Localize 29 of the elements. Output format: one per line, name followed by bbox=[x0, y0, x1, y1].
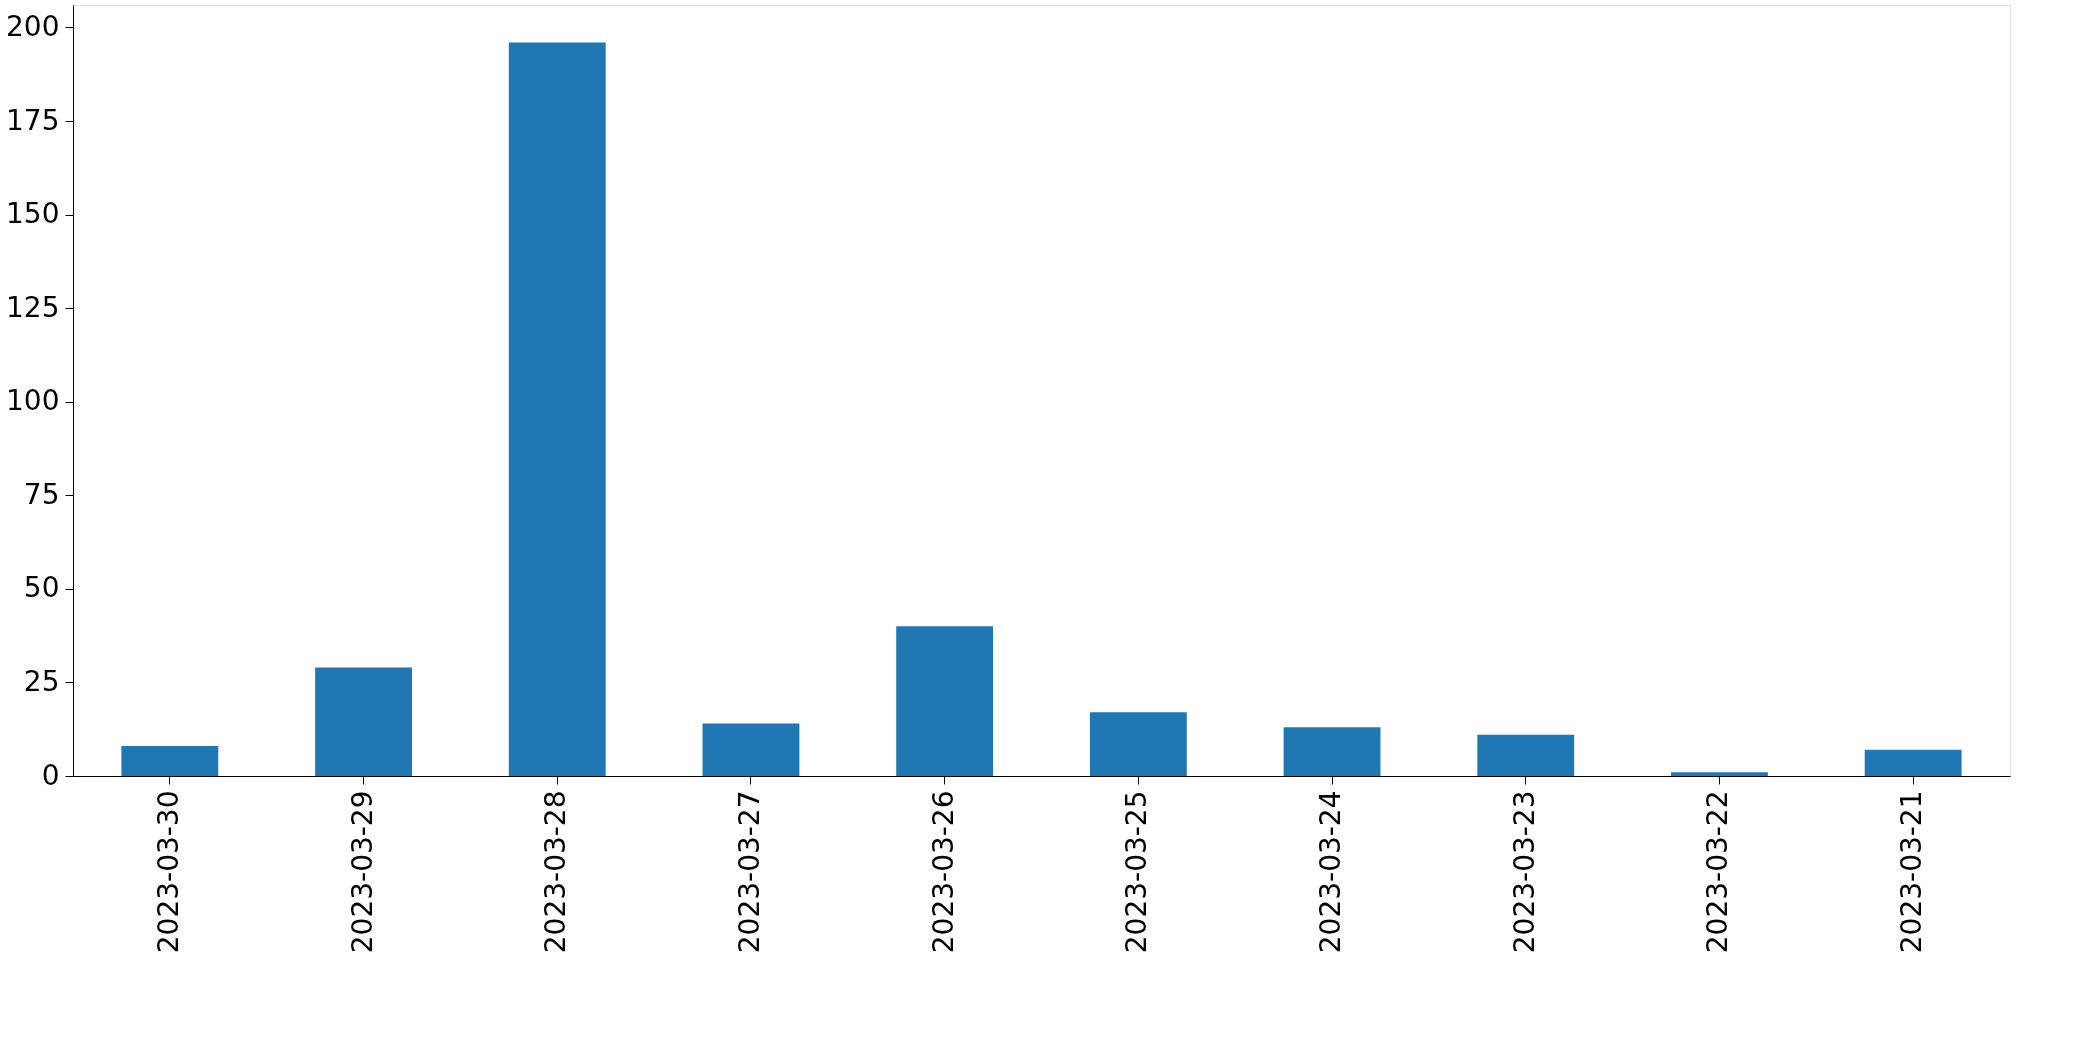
y-tick-label: 100 bbox=[6, 384, 60, 418]
y-tick-label: 75 bbox=[23, 477, 60, 511]
y-tick-label: 125 bbox=[6, 290, 60, 324]
x-tick-label: 2023-03-26 bbox=[926, 790, 960, 954]
y-tick-label: 50 bbox=[23, 571, 60, 605]
bar bbox=[315, 667, 412, 776]
bar bbox=[1283, 727, 1381, 776]
x-tick-label: 2023-03-29 bbox=[345, 790, 379, 954]
bar bbox=[702, 723, 800, 776]
bar bbox=[896, 626, 994, 776]
x-tick-label: 2023-03-28 bbox=[539, 790, 573, 954]
y-tick-label: 200 bbox=[6, 9, 60, 43]
y-tick-label: 0 bbox=[41, 758, 60, 792]
x-tick-label: 2023-03-21 bbox=[1895, 790, 1929, 954]
x-tick-label: 2023-03-30 bbox=[151, 790, 185, 954]
y-tick-label: 175 bbox=[6, 103, 60, 137]
x-tick-label: 2023-03-27 bbox=[732, 790, 766, 954]
x-tick-label: 2023-03-25 bbox=[1120, 790, 1154, 954]
y-tick-label: 25 bbox=[23, 664, 60, 698]
x-tick-label: 2023-03-24 bbox=[1314, 790, 1348, 954]
bar bbox=[1089, 712, 1187, 776]
y-tick-label: 150 bbox=[6, 197, 60, 231]
bar bbox=[1864, 749, 1962, 776]
x-tick-label: 2023-03-22 bbox=[1701, 790, 1735, 954]
bar bbox=[1671, 772, 1768, 776]
bar bbox=[1477, 734, 1575, 776]
bar bbox=[508, 42, 606, 776]
x-tick-label: 2023-03-23 bbox=[1507, 790, 1541, 954]
bar bbox=[121, 746, 219, 776]
